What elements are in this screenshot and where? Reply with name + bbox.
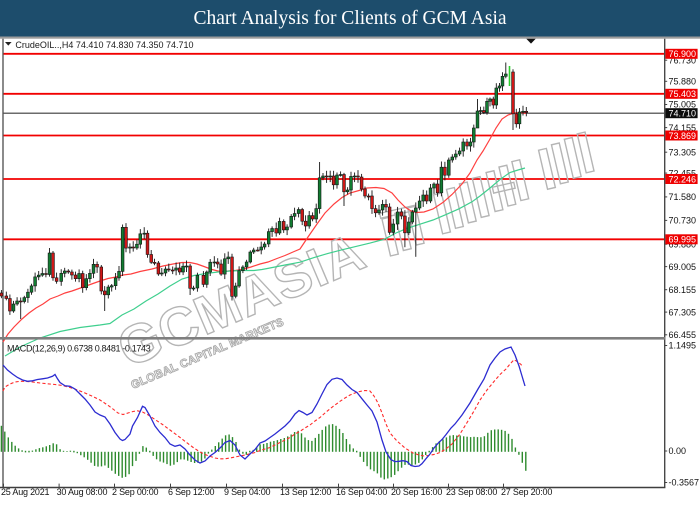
svg-text:6 Sep 12:00: 6 Sep 12:00 [168, 487, 215, 497]
svg-text:23 Sep 08:00: 23 Sep 08:00 [446, 487, 497, 497]
svg-text:69.995: 69.995 [669, 235, 697, 245]
svg-text:69.005: 69.005 [669, 262, 697, 272]
svg-text:2 Sep 00:00: 2 Sep 00:00 [112, 487, 159, 497]
svg-text:72.455: 72.455 [669, 168, 697, 178]
svg-text:25 Aug 2021: 25 Aug 2021 [1, 487, 50, 497]
svg-text:74.710: 74.710 [669, 109, 697, 119]
svg-text:67.305: 67.305 [669, 307, 697, 317]
svg-text:Chart Analysis for Clients of: Chart Analysis for Clients of GCM Asia [193, 8, 506, 29]
svg-text:-0.3567: -0.3567 [669, 478, 700, 488]
svg-text:30 Aug 08:00: 30 Aug 08:00 [57, 487, 108, 497]
svg-text:0.00: 0.00 [669, 446, 687, 456]
svg-text:74.155: 74.155 [669, 123, 697, 133]
svg-text:71.580: 71.580 [669, 192, 697, 202]
svg-text:72.246: 72.246 [669, 174, 697, 184]
svg-text:1.1495: 1.1495 [669, 341, 697, 351]
svg-text:66.455: 66.455 [669, 330, 697, 340]
svg-text:20 Sep 16:00: 20 Sep 16:00 [391, 487, 442, 497]
svg-text:75.880: 75.880 [669, 77, 697, 87]
svg-text:73.869: 73.869 [669, 131, 697, 141]
svg-text:9 Sep 04:00: 9 Sep 04:00 [224, 487, 271, 497]
svg-text:27 Sep 20:00: 27 Sep 20:00 [501, 487, 552, 497]
svg-text:70.730: 70.730 [669, 216, 697, 226]
svg-text:76.730: 76.730 [669, 55, 697, 65]
svg-text:68.155: 68.155 [669, 285, 697, 295]
svg-text:76.900: 76.900 [669, 49, 697, 59]
svg-text:75.005: 75.005 [669, 100, 697, 110]
svg-text:69.880: 69.880 [669, 239, 697, 249]
svg-text:73.305: 73.305 [669, 147, 697, 157]
svg-text:13 Sep 12:00: 13 Sep 12:00 [280, 487, 331, 497]
svg-text:16 Sep 04:00: 16 Sep 04:00 [336, 487, 387, 497]
svg-text:75.403: 75.403 [669, 89, 697, 99]
svg-text:MACD(12,26,9) 0.6738 0.8481 -0: MACD(12,26,9) 0.6738 0.8481 -0.1743 [7, 344, 151, 354]
svg-text:CrudeOIL..,H4 74.410 74.830 7: CrudeOIL..,H4 74.410 74.830 74.350 74.71… [15, 40, 193, 50]
